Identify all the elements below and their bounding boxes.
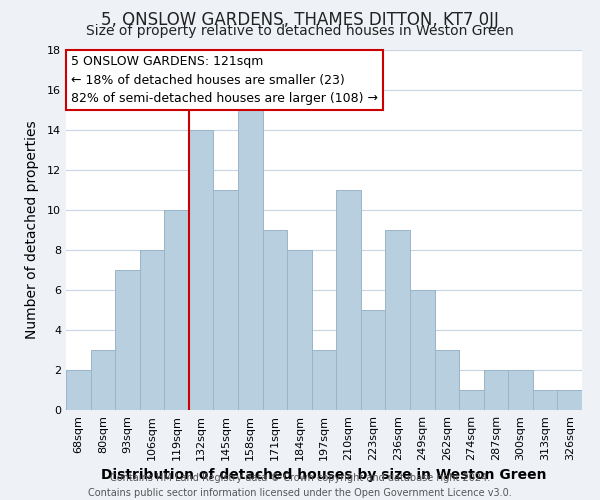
Text: Contains HM Land Registry data © Crown copyright and database right 2024.
Contai: Contains HM Land Registry data © Crown c… bbox=[88, 472, 512, 498]
Bar bbox=[336, 190, 361, 410]
Bar bbox=[533, 390, 557, 410]
Bar bbox=[189, 130, 214, 410]
Bar bbox=[410, 290, 434, 410]
Bar bbox=[66, 370, 91, 410]
Bar bbox=[115, 270, 140, 410]
Text: Size of property relative to detached houses in Weston Green: Size of property relative to detached ho… bbox=[86, 24, 514, 38]
Bar bbox=[312, 350, 336, 410]
Bar bbox=[361, 310, 385, 410]
Bar bbox=[164, 210, 189, 410]
Bar bbox=[263, 230, 287, 410]
Bar bbox=[434, 350, 459, 410]
Bar bbox=[214, 190, 238, 410]
Bar bbox=[140, 250, 164, 410]
Bar bbox=[238, 110, 263, 410]
Bar bbox=[484, 370, 508, 410]
Bar bbox=[508, 370, 533, 410]
Bar bbox=[459, 390, 484, 410]
Bar bbox=[287, 250, 312, 410]
X-axis label: Distribution of detached houses by size in Weston Green: Distribution of detached houses by size … bbox=[101, 468, 547, 482]
Text: 5 ONSLOW GARDENS: 121sqm
← 18% of detached houses are smaller (23)
82% of semi-d: 5 ONSLOW GARDENS: 121sqm ← 18% of detach… bbox=[71, 56, 378, 106]
Bar bbox=[557, 390, 582, 410]
Text: 5, ONSLOW GARDENS, THAMES DITTON, KT7 0JJ: 5, ONSLOW GARDENS, THAMES DITTON, KT7 0J… bbox=[101, 11, 499, 29]
Bar bbox=[91, 350, 115, 410]
Y-axis label: Number of detached properties: Number of detached properties bbox=[25, 120, 38, 340]
Bar bbox=[385, 230, 410, 410]
